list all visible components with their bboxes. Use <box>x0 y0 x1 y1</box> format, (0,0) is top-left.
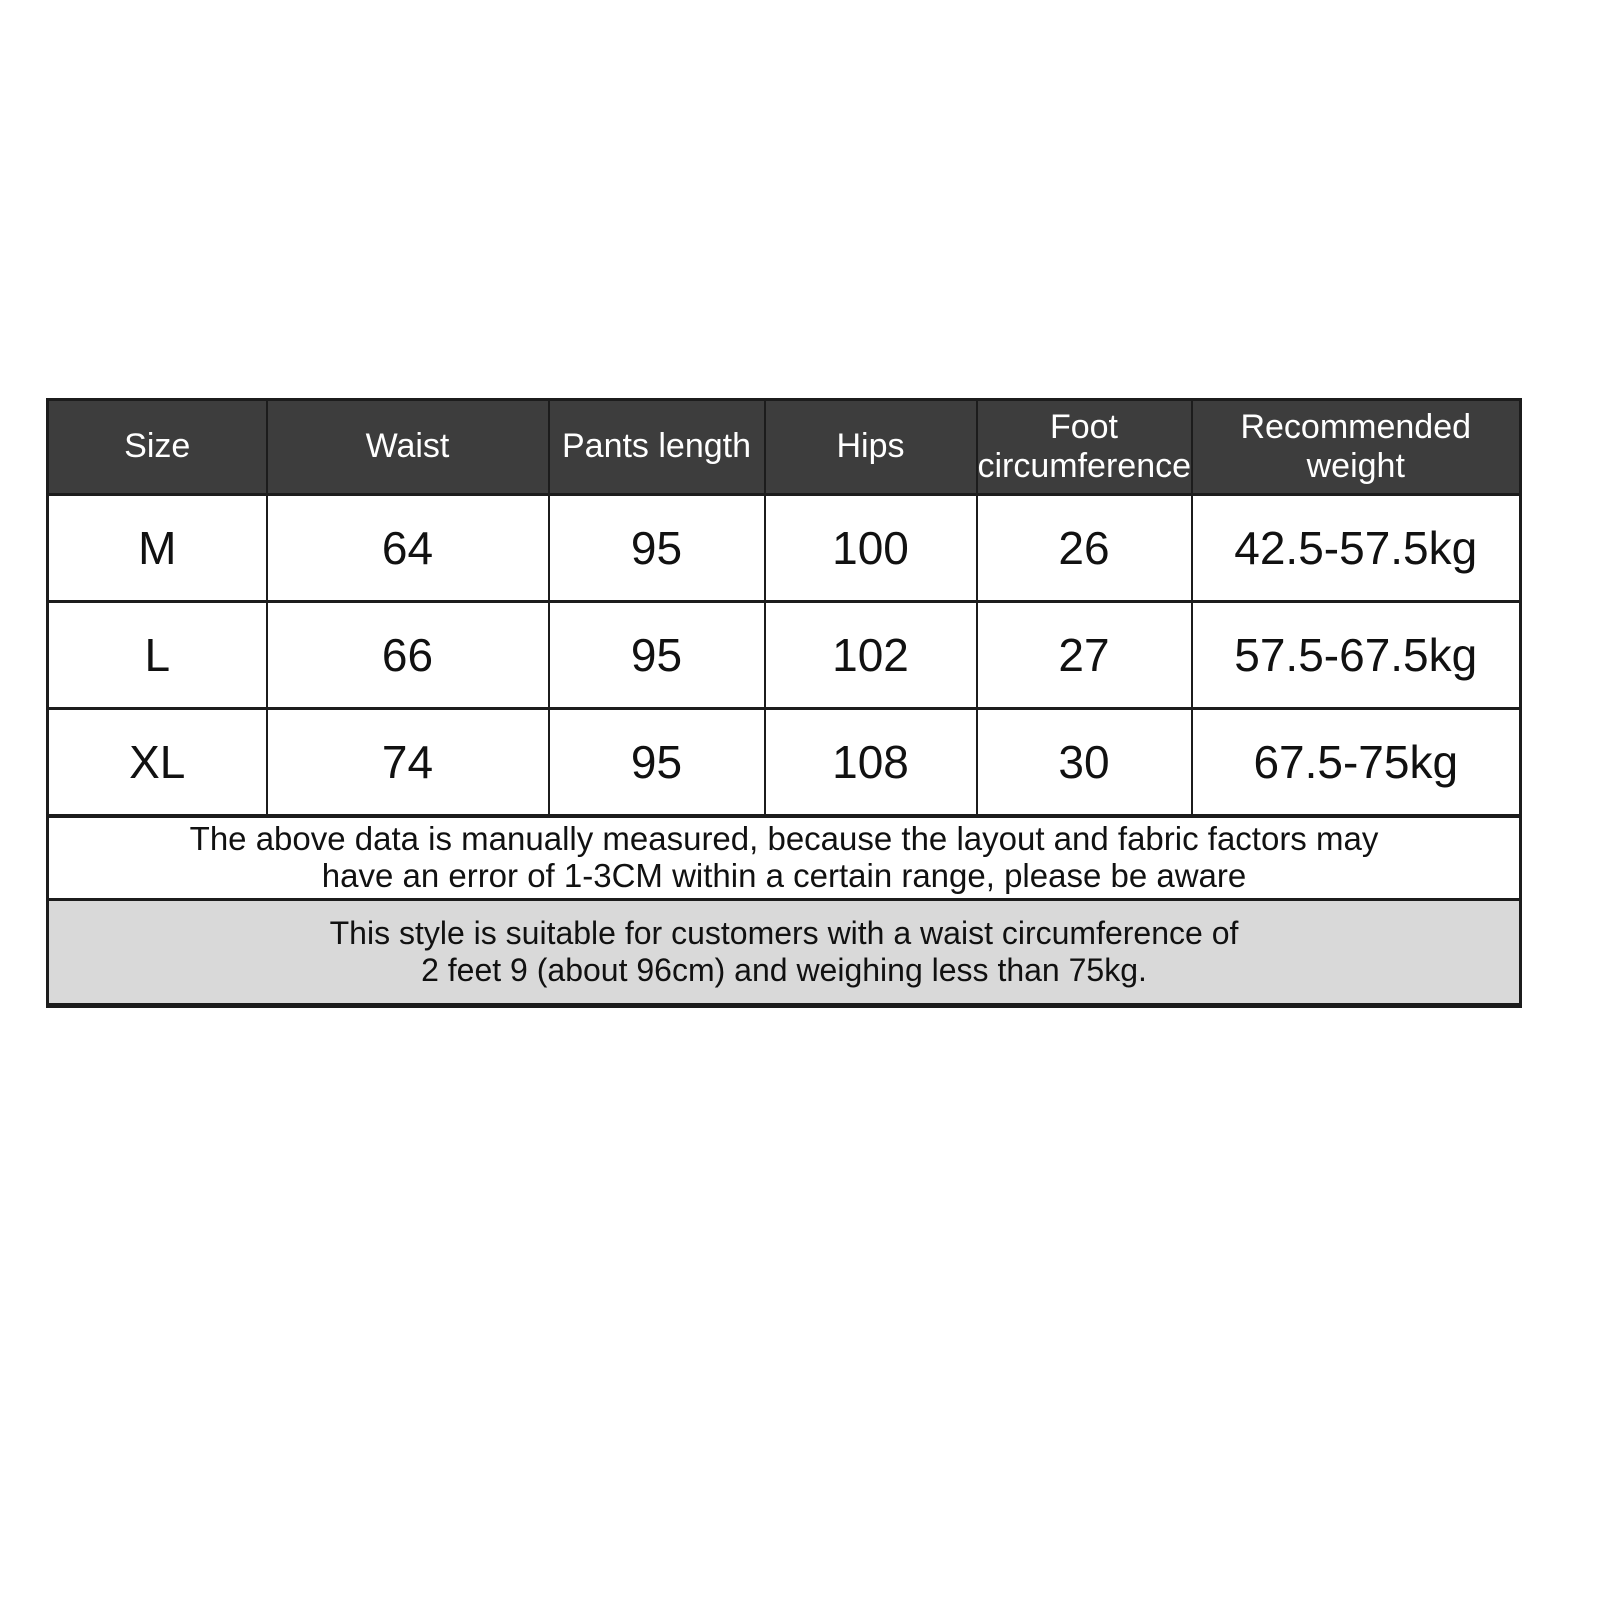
size-chart-table: Size Waist Pants length Hips Foot circum… <box>46 398 1522 1008</box>
table-row-l: L 66 95 102 27 57.5-67.5kg <box>46 600 1522 710</box>
cell-foot-circumference: 27 <box>975 600 1193 710</box>
table-row-m: M 64 95 100 26 42.5-57.5kg <box>46 493 1522 603</box>
suitability-note-row: This style is suitable for customers wit… <box>46 898 1522 1007</box>
cell-recommended-weight: 67.5-75kg <box>1190 707 1522 818</box>
table-row-xl: XL 74 95 108 30 67.5-75kg <box>46 707 1522 818</box>
column-header-hips: Hips <box>763 398 978 496</box>
column-header-foot-circumference: Foot circumference <box>975 398 1193 496</box>
cell-waist: 64 <box>265 493 550 603</box>
cell-size: M <box>46 493 268 603</box>
column-header-waist: Waist <box>265 398 550 496</box>
measurement-note: The above data is manually measured, bec… <box>46 814 1522 901</box>
cell-pants-length: 95 <box>547 707 766 818</box>
measurement-note-line2: have an error of 1-3CM within a certain … <box>321 857 1247 894</box>
cell-foot-circumference: 30 <box>975 707 1193 818</box>
cell-recommended-weight: 57.5-67.5kg <box>1190 600 1522 710</box>
column-header-recommended-weight: Recommended weight <box>1190 398 1522 496</box>
cell-hips: 100 <box>763 493 978 603</box>
cell-foot-circumference: 26 <box>975 493 1193 603</box>
cell-size: XL <box>46 707 268 818</box>
column-header-pants-length: Pants length <box>547 398 766 496</box>
suitability-note-line2: 2 feet 9 (about 96cm) and weighing less … <box>421 952 1147 988</box>
measurement-note-row: The above data is manually measured, bec… <box>46 814 1522 901</box>
measurement-note-line1: The above data is manually measured, bec… <box>189 820 1379 858</box>
cell-hips: 108 <box>763 707 978 818</box>
cell-recommended-weight: 42.5-57.5kg <box>1190 493 1522 603</box>
cell-pants-length: 95 <box>547 600 766 710</box>
header-row: Size Waist Pants length Hips Foot circum… <box>46 398 1522 496</box>
cell-waist: 74 <box>265 707 550 818</box>
cell-waist: 66 <box>265 600 550 710</box>
cell-size: L <box>46 600 268 710</box>
column-header-size: Size <box>46 398 268 496</box>
cell-hips: 102 <box>763 600 978 710</box>
suitability-note: This style is suitable for customers wit… <box>46 898 1522 1007</box>
cell-pants-length: 95 <box>547 493 766 603</box>
suitability-note-line1: This style is suitable for customers wit… <box>329 915 1239 952</box>
